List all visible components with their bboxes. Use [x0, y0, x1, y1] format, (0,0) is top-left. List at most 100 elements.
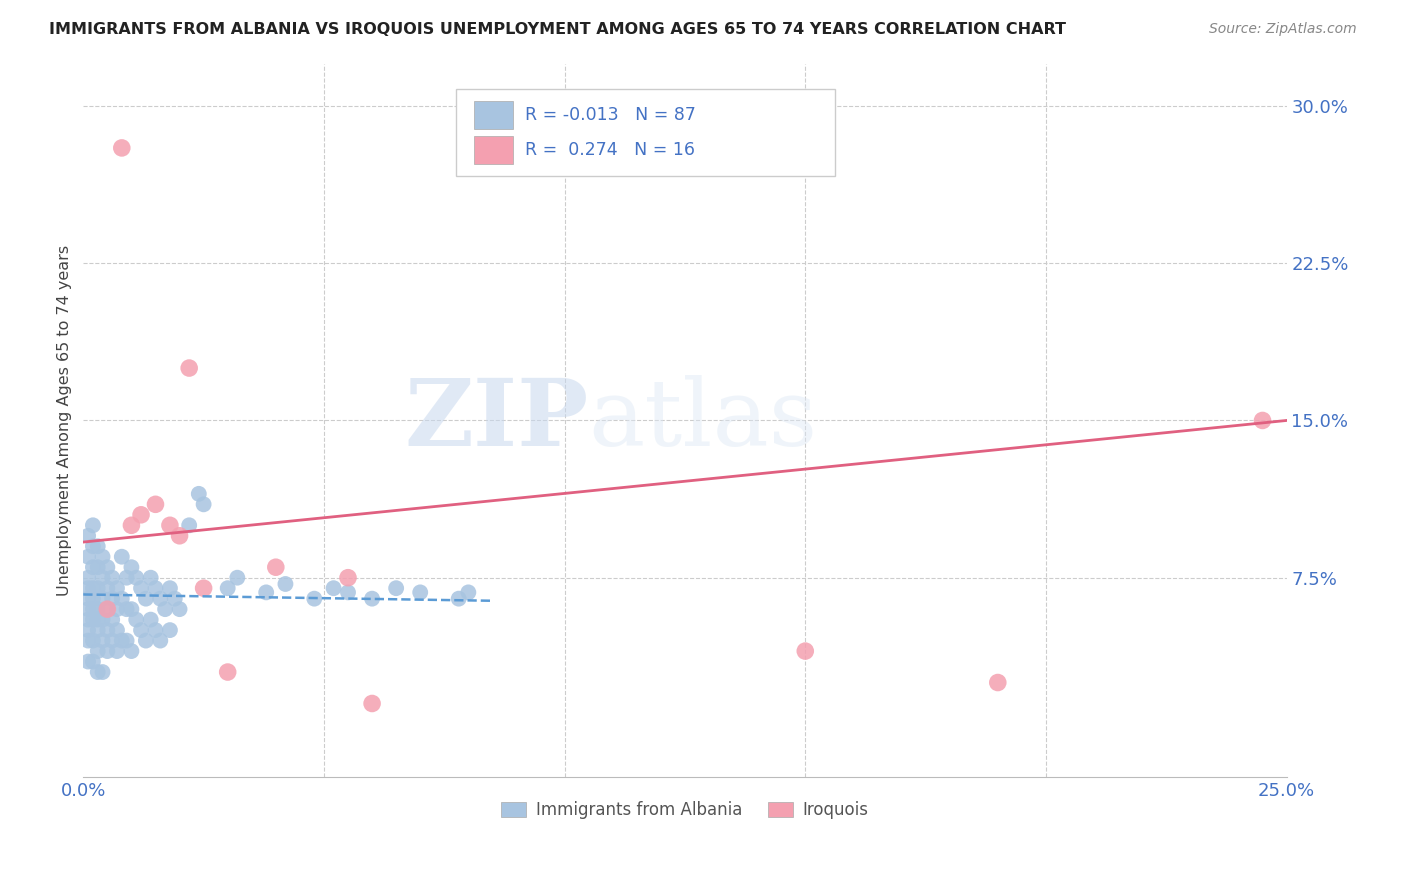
Point: [457, 585, 479, 599]
Point: [111, 549, 134, 564]
Point: [145, 623, 167, 637]
Point: [120, 644, 142, 658]
Point: [91, 665, 114, 679]
Point: [77, 591, 100, 606]
Point: [87, 665, 110, 679]
Point: [153, 602, 176, 616]
Point: [159, 518, 181, 533]
Point: [169, 529, 191, 543]
Point: [226, 571, 249, 585]
Point: [82, 539, 104, 553]
Text: atlas: atlas: [589, 376, 818, 466]
Point: [77, 529, 100, 543]
Point: [77, 571, 100, 585]
Point: [105, 602, 128, 616]
Point: [115, 633, 138, 648]
Point: [361, 591, 384, 606]
Point: [120, 518, 142, 533]
Point: [125, 571, 148, 585]
Point: [87, 644, 110, 658]
Point: [77, 613, 100, 627]
Point: [96, 602, 118, 616]
Point: [1251, 413, 1274, 427]
Point: [987, 675, 1010, 690]
Point: [304, 591, 326, 606]
Point: [139, 571, 162, 585]
Point: [111, 141, 134, 155]
Point: [385, 581, 408, 595]
Point: [96, 602, 118, 616]
Text: R =  0.274   N = 16: R = 0.274 N = 16: [524, 141, 695, 159]
Point: [101, 571, 124, 585]
Point: [87, 560, 110, 574]
Point: [105, 623, 128, 637]
Point: [101, 633, 124, 648]
Point: [193, 581, 215, 595]
Point: [96, 623, 118, 637]
Point: [129, 508, 152, 522]
Point: [125, 613, 148, 627]
Point: [87, 623, 110, 637]
Y-axis label: Unemployment Among Ages 65 to 74 years: Unemployment Among Ages 65 to 74 years: [58, 245, 72, 596]
Point: [163, 591, 186, 606]
Point: [217, 581, 239, 595]
Point: [337, 585, 360, 599]
Point: [169, 602, 191, 616]
Point: [91, 633, 114, 648]
Point: [96, 644, 118, 658]
Point: [105, 644, 128, 658]
Point: [77, 549, 100, 564]
Point: [129, 581, 152, 595]
Point: [77, 655, 100, 669]
Point: [254, 585, 277, 599]
Point: [159, 581, 181, 595]
Point: [159, 623, 181, 637]
Point: [409, 585, 432, 599]
Point: [77, 602, 100, 616]
Point: [337, 571, 360, 585]
Point: [115, 571, 138, 585]
Point: [87, 581, 110, 595]
Point: [82, 602, 104, 616]
Point: [794, 644, 817, 658]
Point: [87, 539, 110, 553]
Point: [139, 613, 162, 627]
Point: [87, 602, 110, 616]
FancyBboxPatch shape: [474, 101, 513, 129]
Point: [82, 633, 104, 648]
Point: [82, 613, 104, 627]
Text: ZIP: ZIP: [405, 376, 589, 466]
Point: [120, 602, 142, 616]
Point: [77, 581, 100, 595]
Point: [145, 497, 167, 511]
Point: [82, 518, 104, 533]
Point: [179, 518, 201, 533]
Point: [77, 633, 100, 648]
Point: [135, 591, 157, 606]
Point: [187, 487, 209, 501]
Point: [264, 560, 287, 574]
Point: [135, 633, 157, 648]
Text: IMMIGRANTS FROM ALBANIA VS IROQUOIS UNEMPLOYMENT AMONG AGES 65 TO 74 YEARS CORRE: IMMIGRANTS FROM ALBANIA VS IROQUOIS UNEM…: [49, 22, 1066, 37]
Point: [96, 560, 118, 574]
Point: [82, 560, 104, 574]
FancyBboxPatch shape: [474, 136, 513, 164]
Point: [111, 633, 134, 648]
Point: [179, 361, 201, 376]
Point: [87, 613, 110, 627]
Point: [101, 591, 124, 606]
Point: [77, 623, 100, 637]
Point: [105, 581, 128, 595]
Point: [96, 581, 118, 595]
Point: [91, 591, 114, 606]
Point: [322, 581, 344, 595]
Point: [115, 602, 138, 616]
FancyBboxPatch shape: [457, 89, 835, 176]
Point: [82, 591, 104, 606]
Point: [82, 655, 104, 669]
Point: [129, 623, 152, 637]
Point: [361, 697, 384, 711]
Point: [274, 577, 297, 591]
Point: [145, 581, 167, 595]
Text: R = -0.013   N = 87: R = -0.013 N = 87: [524, 106, 696, 124]
